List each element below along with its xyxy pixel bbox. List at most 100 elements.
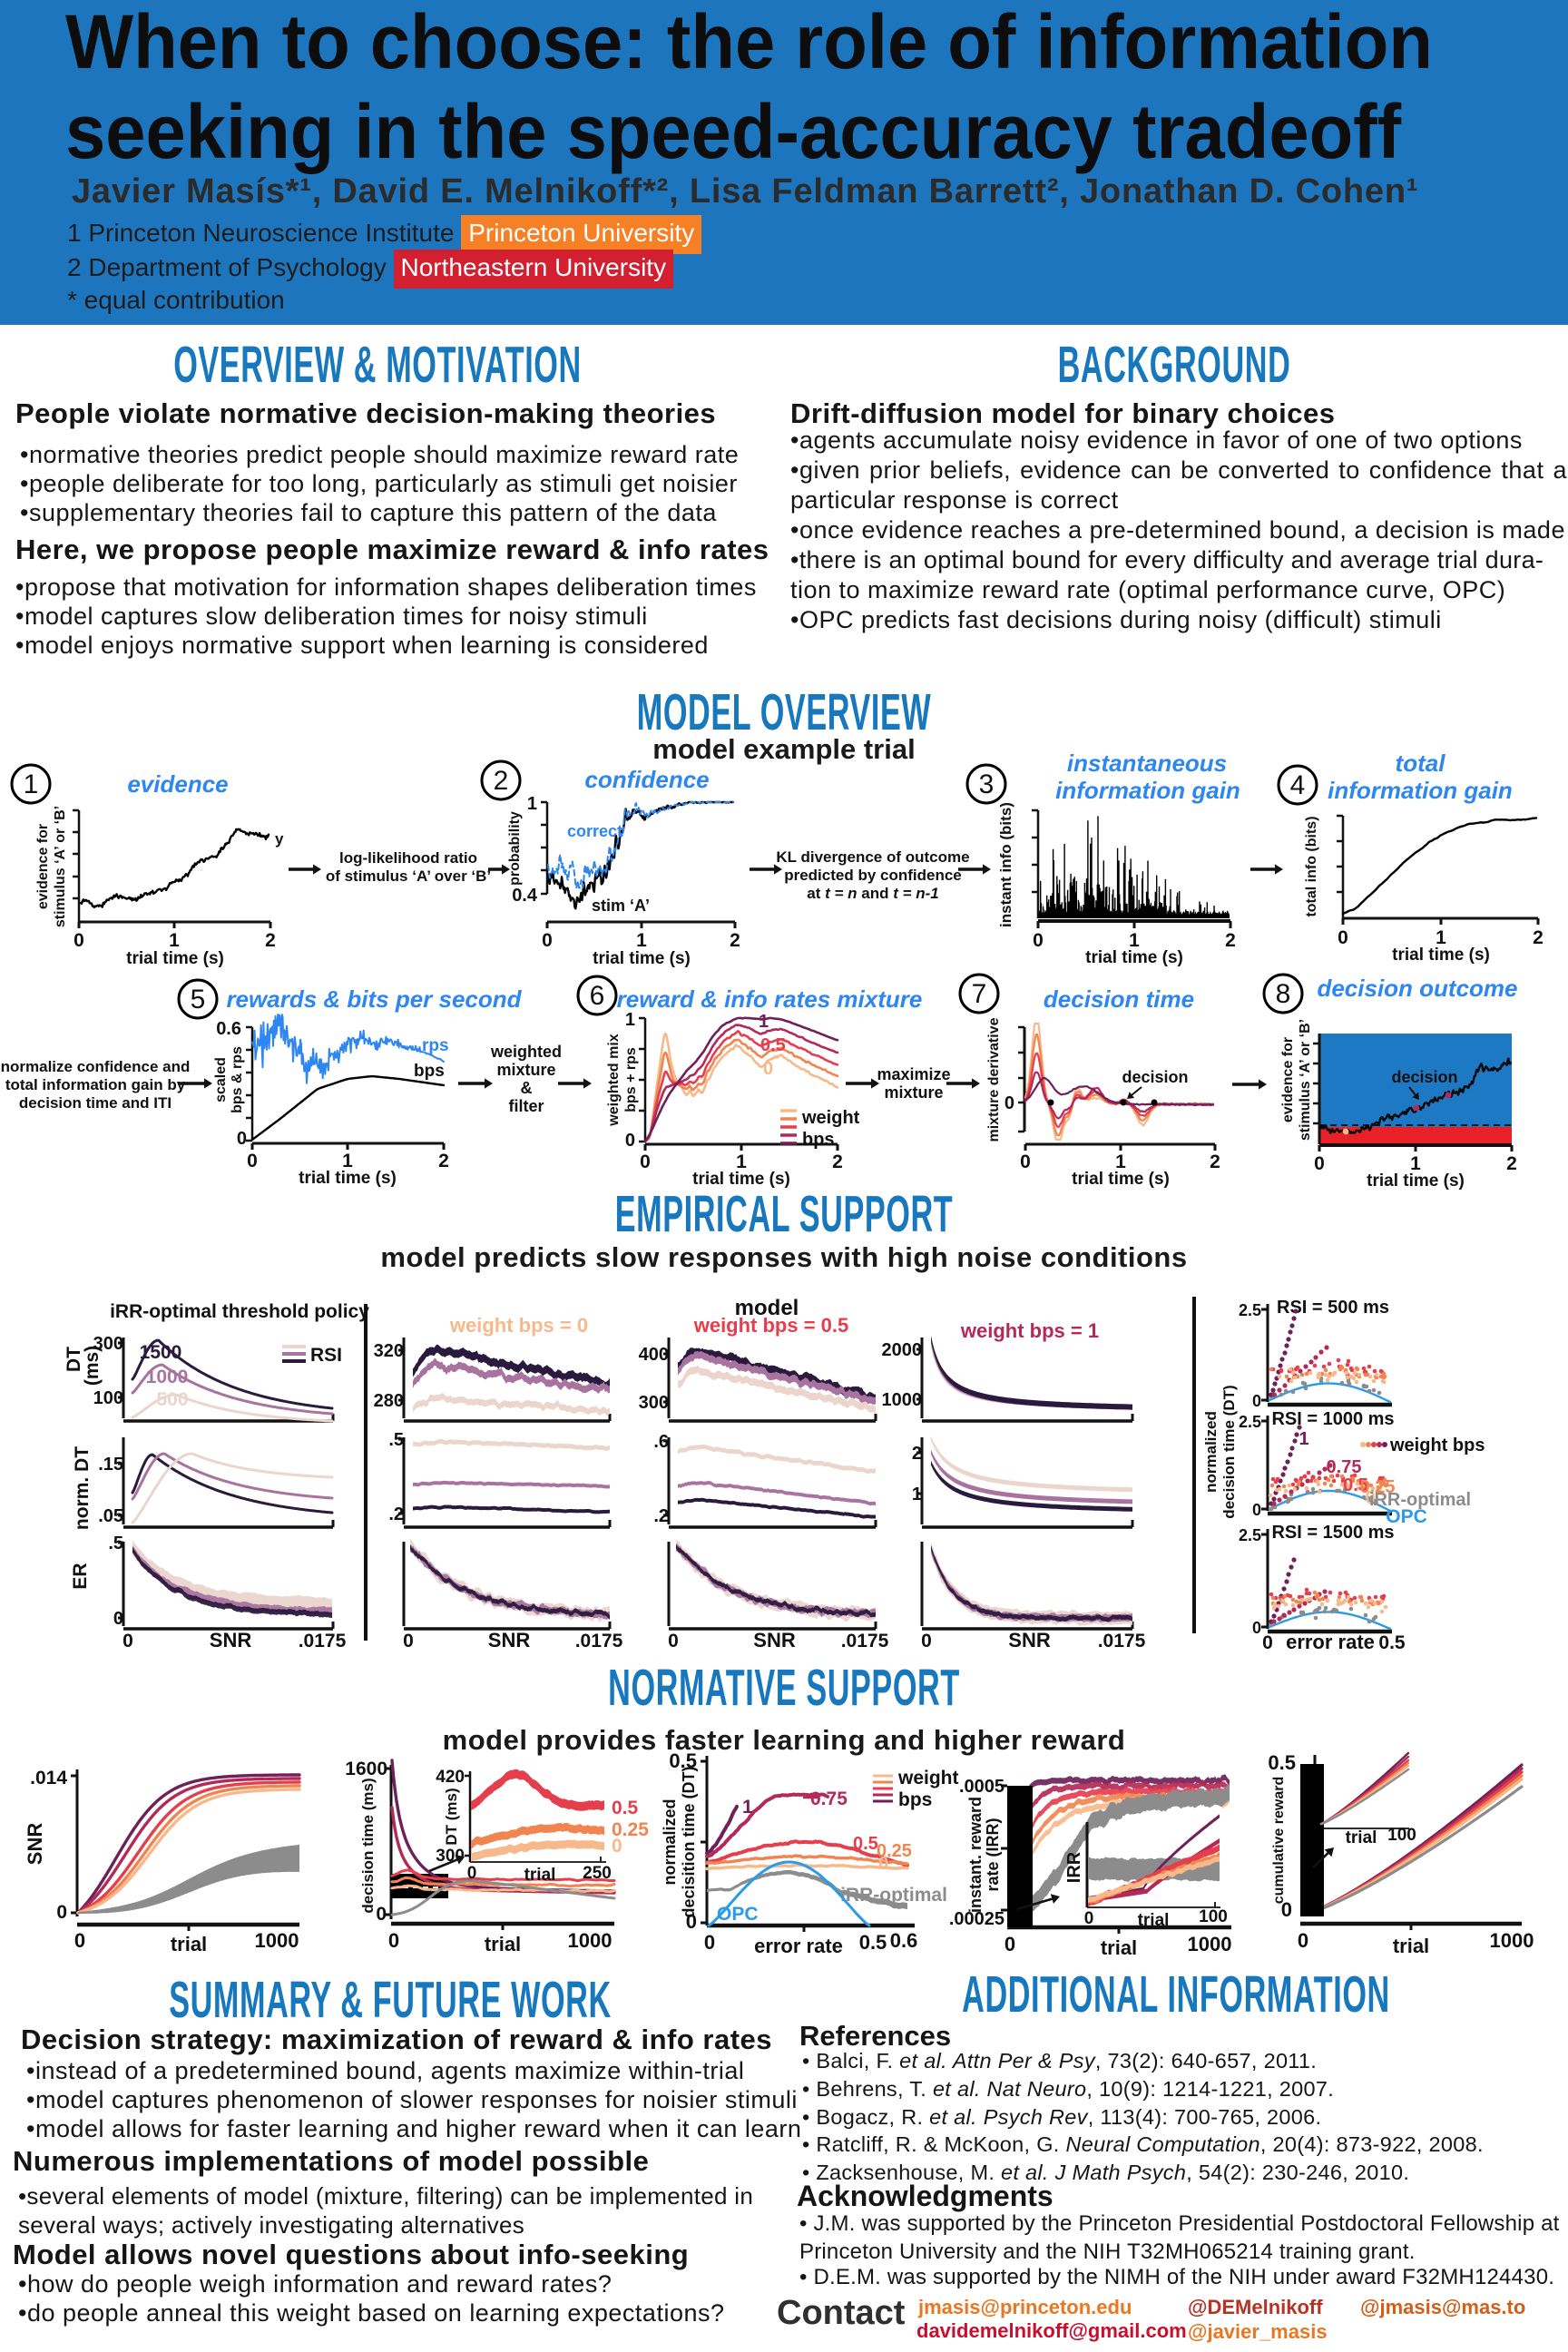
svg-text:.2: .2 bbox=[653, 1506, 669, 1526]
svg-text:total: total bbox=[1396, 750, 1446, 777]
svg-text:4: 4 bbox=[1290, 770, 1306, 800]
svg-text:trial time (s): trial time (s) bbox=[299, 1169, 397, 1188]
svg-text:bps & rps: bps & rps bbox=[230, 1046, 245, 1113]
svg-text:normalized: normalized bbox=[661, 1798, 679, 1885]
svg-text:2: 2 bbox=[1533, 927, 1544, 948]
svg-text:instant info (bits): instant info (bits) bbox=[997, 802, 1014, 927]
svg-text:0.5: 0.5 bbox=[859, 1931, 887, 1954]
svg-text:0: 0 bbox=[1004, 1093, 1014, 1113]
svg-text:0.5: 0.5 bbox=[853, 1834, 878, 1854]
svg-text:2: 2 bbox=[832, 1152, 843, 1172]
svg-text:1600: 1600 bbox=[345, 1759, 387, 1779]
svg-text:2.5: 2.5 bbox=[1239, 1301, 1261, 1319]
svg-text:scaled: scaled bbox=[213, 1057, 229, 1102]
svg-text:0: 0 bbox=[1281, 1898, 1292, 1921]
svg-text:.014: .014 bbox=[30, 1768, 67, 1788]
svg-text:mixture: mixture bbox=[496, 1061, 555, 1079]
svg-text:evidence for: evidence for bbox=[35, 824, 51, 909]
svg-text:iRR-optimal threshold policy: iRR-optimal threshold policy bbox=[110, 1301, 369, 1322]
svg-text:1000: 1000 bbox=[568, 1929, 612, 1952]
svg-text:2.5: 2.5 bbox=[1239, 1413, 1261, 1431]
svg-text:.15: .15 bbox=[98, 1455, 123, 1475]
svg-text:.05: .05 bbox=[98, 1506, 123, 1526]
svg-text:IRR: IRR bbox=[1064, 1851, 1084, 1883]
svg-text:0.5: 0.5 bbox=[760, 1035, 786, 1055]
svg-text:0: 0 bbox=[376, 1904, 387, 1925]
svg-text:bps: bps bbox=[898, 1789, 932, 1810]
svg-text:320: 320 bbox=[374, 1341, 404, 1361]
svg-text:RSI = 1000 ms: RSI = 1000 ms bbox=[1271, 1409, 1394, 1429]
svg-text:1000: 1000 bbox=[255, 1929, 299, 1952]
svg-text:1: 1 bbox=[759, 1012, 769, 1032]
svg-text:RSI: RSI bbox=[310, 1345, 342, 1366]
svg-text:250: 250 bbox=[583, 1864, 612, 1883]
svg-text:0: 0 bbox=[542, 930, 553, 951]
svg-text:decision: decision bbox=[1122, 1068, 1188, 1086]
svg-text:RSI = 500 ms: RSI = 500 ms bbox=[1277, 1298, 1389, 1318]
svg-text:0: 0 bbox=[612, 1836, 622, 1857]
svg-text:total info (bits): total info (bits) bbox=[1304, 816, 1319, 916]
svg-text:0: 0 bbox=[1298, 1929, 1308, 1952]
svg-text:5: 5 bbox=[191, 985, 206, 1014]
svg-text:decision: decision bbox=[1391, 1068, 1457, 1086]
svg-text:0: 0 bbox=[763, 1059, 773, 1079]
svg-text:1: 1 bbox=[625, 1010, 635, 1030]
svg-text:evidence for: evidence for bbox=[1280, 1037, 1296, 1122]
svg-text:0: 0 bbox=[56, 1902, 67, 1923]
svg-text:probability: probability bbox=[507, 811, 523, 886]
svg-text:DT (ms): DT (ms) bbox=[443, 1788, 460, 1845]
svg-text:mixture derivative: mixture derivative bbox=[986, 1017, 1002, 1142]
svg-text:1: 1 bbox=[742, 1797, 753, 1818]
svg-text:OPC: OPC bbox=[717, 1904, 759, 1925]
svg-text:0: 0 bbox=[74, 1929, 85, 1952]
svg-text:0: 0 bbox=[247, 1151, 258, 1171]
svg-text:instantaneous: instantaneous bbox=[1067, 750, 1227, 777]
svg-text:SNR: SNR bbox=[488, 1629, 531, 1651]
svg-text:0: 0 bbox=[388, 1929, 399, 1952]
svg-text:.5: .5 bbox=[108, 1534, 123, 1553]
svg-text:0: 0 bbox=[1252, 1501, 1261, 1519]
svg-text:normalize confidence and: normalize confidence and bbox=[1, 1058, 191, 1075]
svg-text:0.75: 0.75 bbox=[1327, 1457, 1362, 1477]
svg-text:8: 8 bbox=[1276, 979, 1291, 1009]
svg-text:0.25: 0.25 bbox=[612, 1819, 649, 1840]
svg-text:1000: 1000 bbox=[882, 1390, 923, 1410]
svg-text:model: model bbox=[735, 1296, 799, 1320]
svg-text:SNR: SNR bbox=[1008, 1629, 1051, 1651]
svg-text:0: 0 bbox=[921, 1631, 932, 1651]
svg-text:cumulative reward: cumulative reward bbox=[1271, 1777, 1287, 1905]
svg-text:information gain: information gain bbox=[1328, 777, 1513, 804]
svg-text:0: 0 bbox=[1020, 1152, 1031, 1172]
svg-text:decision time (ms): decision time (ms) bbox=[359, 1778, 377, 1913]
svg-text:weight: weight bbox=[801, 1108, 860, 1128]
svg-text:decision time: decision time bbox=[1044, 985, 1194, 1013]
svg-text:weighted: weighted bbox=[490, 1043, 562, 1061]
svg-text:stimulus ‘A’ or ‘B’: stimulus ‘A’ or ‘B’ bbox=[1298, 1019, 1313, 1141]
svg-text:rewards & bits per second: rewards & bits per second bbox=[226, 985, 522, 1013]
svg-text:7: 7 bbox=[972, 979, 987, 1009]
svg-text:filter: filter bbox=[508, 1097, 544, 1115]
svg-text:1: 1 bbox=[636, 930, 647, 951]
svg-text:500: 500 bbox=[156, 1389, 188, 1410]
svg-text:0.5: 0.5 bbox=[1378, 1632, 1406, 1653]
svg-text:SNR: SNR bbox=[210, 1629, 252, 1651]
svg-text:0: 0 bbox=[467, 1864, 477, 1883]
svg-text:mixture: mixture bbox=[884, 1083, 943, 1102]
svg-text:0: 0 bbox=[403, 1631, 414, 1651]
svg-text:0.25: 0.25 bbox=[1360, 1477, 1396, 1497]
svg-text:1: 1 bbox=[1410, 1153, 1421, 1174]
svg-text:0.6: 0.6 bbox=[890, 1929, 918, 1952]
svg-text:normalized: normalized bbox=[1202, 1411, 1220, 1493]
svg-text:0: 0 bbox=[668, 1631, 679, 1651]
svg-text:0: 0 bbox=[1314, 1153, 1325, 1174]
svg-text:log-likelihood ratio: log-likelihood ratio bbox=[339, 849, 477, 867]
svg-text:2: 2 bbox=[1225, 930, 1236, 951]
svg-text:0: 0 bbox=[1252, 1392, 1261, 1410]
svg-text:1000: 1000 bbox=[1188, 1933, 1232, 1955]
svg-text:1: 1 bbox=[169, 930, 180, 951]
svg-text:0: 0 bbox=[1262, 1632, 1273, 1653]
svg-text:trial: trial bbox=[1101, 1936, 1137, 1959]
svg-text:of stimulus ‘A’ over ‘B’: of stimulus ‘A’ over ‘B’ bbox=[326, 867, 491, 885]
svg-text:evidence: evidence bbox=[127, 770, 228, 798]
svg-text:correct: correct bbox=[567, 822, 622, 840]
